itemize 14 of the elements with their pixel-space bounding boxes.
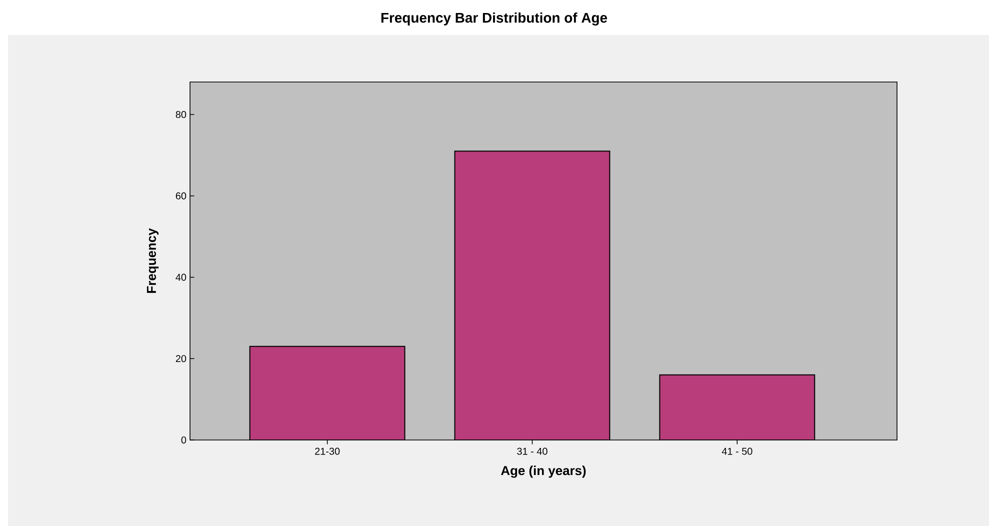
x-axis-title: Age (in years) [501, 466, 586, 478]
bar [454, 150, 610, 440]
x-tick-label: 21-30 [315, 448, 340, 455]
y-tick-label: 80 [176, 111, 186, 118]
y-axis-title: Frequency [146, 228, 159, 293]
y-tick-label: 40 [176, 274, 186, 281]
x-tick-label: 41 - 50 [722, 448, 752, 455]
bar [250, 346, 405, 440]
x-tick-label: 31 - 40 [517, 448, 548, 455]
y-tick-label: 0 [181, 436, 186, 444]
y-tick-label: 20 [176, 355, 186, 362]
chart-title: Frequency Bar Distribution of Age [381, 12, 608, 26]
bar [659, 374, 816, 440]
y-tick-label: 60 [176, 192, 186, 200]
